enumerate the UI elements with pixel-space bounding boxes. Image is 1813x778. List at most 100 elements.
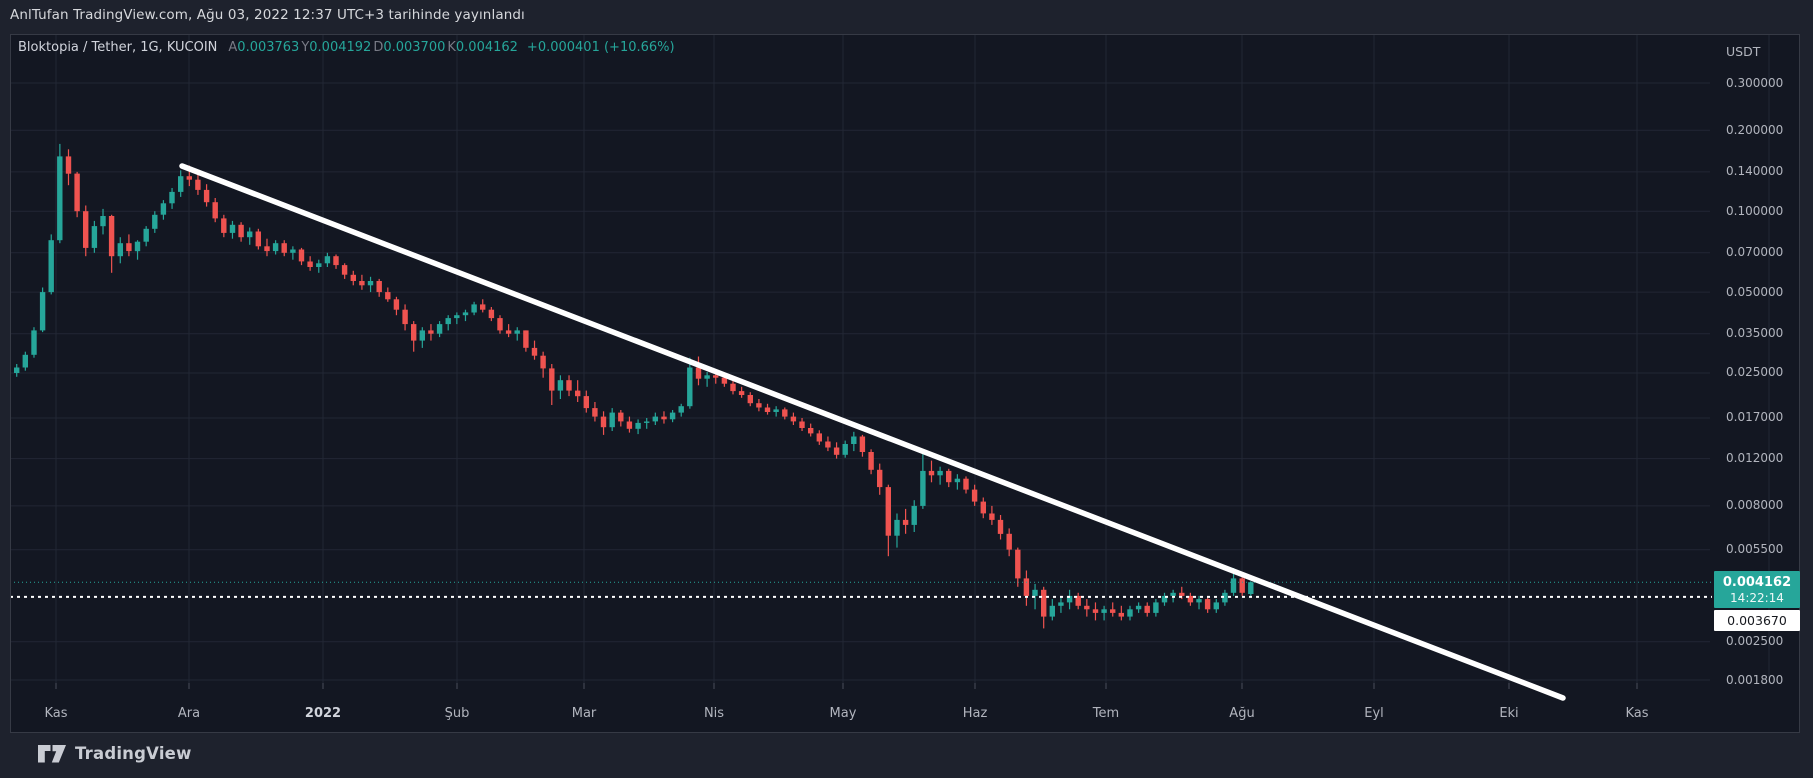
candle-body[interactable]: [1127, 609, 1133, 617]
candle-body[interactable]: [687, 367, 693, 407]
candle-body[interactable]: [203, 189, 210, 203]
candle-body[interactable]: [920, 470, 926, 506]
candle-body[interactable]: [39, 292, 46, 331]
candle-body[interactable]: [980, 501, 986, 514]
candle-body[interactable]: [367, 281, 374, 286]
candle-body[interactable]: [937, 470, 943, 476]
candle-body[interactable]: [1239, 578, 1245, 593]
candle-body[interactable]: [393, 299, 400, 310]
candle-body[interactable]: [764, 407, 771, 413]
candle-body[interactable]: [359, 281, 365, 286]
candle-body[interactable]: [229, 224, 236, 233]
candle-body[interactable]: [143, 228, 149, 242]
candle-body[interactable]: [454, 315, 460, 319]
candle-body[interactable]: [505, 330, 512, 334]
candle-body[interactable]: [1075, 595, 1081, 606]
candle-body[interactable]: [989, 513, 995, 520]
candle-body[interactable]: [221, 218, 227, 233]
candle-body[interactable]: [385, 292, 391, 300]
candle-body[interactable]: [833, 447, 840, 455]
candle-body[interactable]: [738, 391, 745, 395]
candle-body[interactable]: [169, 191, 175, 204]
candle-body[interactable]: [272, 243, 279, 252]
candle-body[interactable]: [57, 156, 63, 241]
candle-body[interactable]: [195, 179, 201, 190]
candle-body[interactable]: [341, 265, 348, 275]
candle-body[interactable]: [1032, 589, 1038, 596]
candle-body[interactable]: [1084, 605, 1090, 610]
candle-body[interactable]: [281, 243, 287, 253]
candle-body[interactable]: [531, 347, 538, 356]
candle-body[interactable]: [1213, 602, 1219, 610]
candle-body[interactable]: [1196, 599, 1202, 603]
candle-body[interactable]: [626, 421, 633, 429]
candle-body[interactable]: [695, 367, 702, 379]
candle-body[interactable]: [592, 408, 598, 417]
candle-body[interactable]: [1135, 605, 1142, 610]
candle-body[interactable]: [704, 375, 710, 379]
candle-body[interactable]: [661, 416, 667, 420]
candle-body[interactable]: [160, 203, 167, 215]
candle-body[interactable]: [946, 470, 952, 483]
candle-body[interactable]: [713, 375, 719, 378]
candle-body[interactable]: [730, 383, 736, 392]
candle-body[interactable]: [1101, 609, 1107, 613]
candle-body[interactable]: [963, 478, 969, 490]
candle-body[interactable]: [678, 406, 684, 413]
candle-body[interactable]: [91, 226, 98, 248]
candle-body[interactable]: [186, 176, 192, 180]
candle-body[interactable]: [566, 380, 572, 391]
candle-body[interactable]: [445, 318, 451, 325]
candle-body[interactable]: [868, 452, 874, 470]
candle-body[interactable]: [411, 324, 417, 341]
candle-body[interactable]: [997, 519, 1004, 534]
candle-body[interactable]: [1049, 605, 1055, 617]
candle-body[interactable]: [488, 309, 495, 319]
candle-body[interactable]: [298, 249, 305, 262]
candle-body[interactable]: [74, 173, 80, 212]
candle-body[interactable]: [540, 355, 546, 369]
candle-body[interactable]: [290, 249, 296, 253]
candle-body[interactable]: [307, 261, 313, 268]
candle-body[interactable]: [1006, 533, 1012, 550]
candle-body[interactable]: [842, 444, 848, 455]
candle-body[interactable]: [825, 441, 831, 448]
candle-body[interactable]: [1066, 595, 1073, 603]
candle-body[interactable]: [108, 216, 115, 257]
candle-body[interactable]: [669, 412, 676, 420]
candle-body[interactable]: [894, 519, 900, 536]
candle-body[interactable]: [255, 231, 261, 247]
candle-body[interactable]: [877, 469, 883, 488]
candle-body[interactable]: [652, 416, 658, 422]
candle-body[interactable]: [247, 231, 253, 238]
candle-body[interactable]: [583, 396, 589, 409]
candle-body[interactable]: [117, 243, 123, 257]
candle-body[interactable]: [747, 395, 753, 404]
candle-body[interactable]: [376, 281, 382, 293]
candle-body[interactable]: [333, 256, 339, 266]
candle-body[interactable]: [790, 416, 797, 422]
candle-body[interactable]: [523, 330, 529, 348]
candle-body[interactable]: [126, 243, 132, 252]
candle-body[interactable]: [100, 216, 106, 227]
candle-body[interactable]: [756, 403, 762, 408]
candle-body[interactable]: [851, 436, 857, 445]
candle-body[interactable]: [324, 256, 331, 264]
candle-body[interactable]: [402, 309, 408, 325]
candle-body[interactable]: [885, 487, 891, 536]
candle-body[interactable]: [549, 368, 555, 391]
candle-body[interactable]: [1230, 578, 1237, 593]
candle-body[interactable]: [31, 330, 37, 355]
candle-body[interactable]: [618, 412, 624, 422]
candle-body[interactable]: [436, 324, 443, 334]
candle-body[interactable]: [609, 412, 615, 428]
candle-body[interactable]: [1204, 599, 1211, 610]
candle-body[interactable]: [152, 214, 158, 229]
candle-body[interactable]: [1187, 595, 1194, 603]
candle-body[interactable]: [557, 380, 564, 391]
candle-body[interactable]: [635, 422, 641, 429]
candle-body[interactable]: [911, 505, 917, 525]
candle-body[interactable]: [721, 377, 728, 384]
candle-body[interactable]: [1023, 578, 1030, 596]
